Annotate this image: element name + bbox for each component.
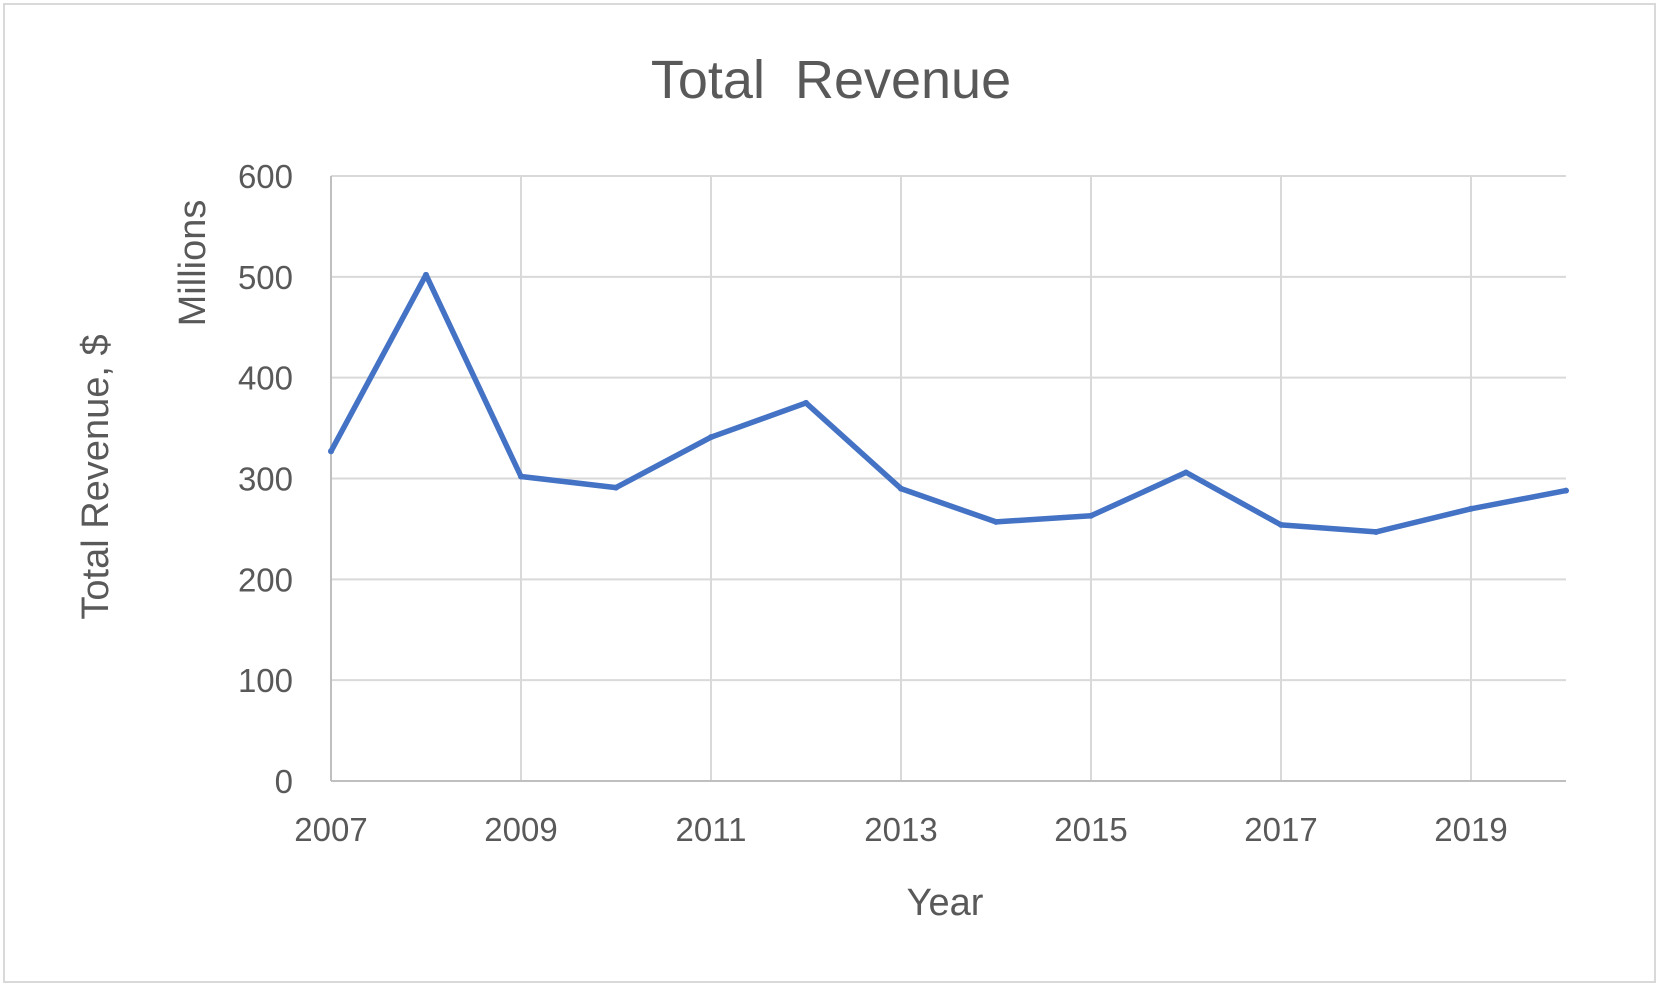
x-tick-label: 2017 — [1244, 811, 1317, 848]
chart-title: Total Revenue — [651, 50, 1011, 110]
x-tick-label: 2015 — [1054, 811, 1127, 848]
x-tick-labels: 2007 2009 2011 2013 2015 2017 2019 — [294, 811, 1507, 848]
data-point — [518, 473, 524, 480]
series — [328, 271, 1569, 535]
data-point — [803, 399, 809, 406]
data-point — [1088, 512, 1094, 519]
y-tick-labels: 0 100 200 300 400 500 600 — [238, 158, 293, 800]
y-tick-label: 100 — [238, 662, 293, 699]
x-tick-label: 2013 — [864, 811, 937, 848]
y-axis-unit-label: Millions — [172, 200, 214, 327]
y-tick-label: 0 — [275, 763, 293, 800]
y-axis-title: Total Revenue, $ — [75, 334, 117, 619]
y-tick-label: 600 — [238, 158, 293, 195]
y-tick-label: 500 — [238, 259, 293, 296]
series-line-revenue — [328, 272, 1569, 535]
data-point — [613, 484, 619, 491]
x-tick-label: 2009 — [484, 811, 557, 848]
data-point — [1278, 521, 1284, 528]
data-point — [993, 518, 999, 525]
gridlines — [331, 175, 1566, 781]
data-point — [1373, 528, 1379, 535]
x-axis-title: Year — [907, 882, 984, 924]
data-point — [708, 434, 714, 441]
y-tick-label: 400 — [238, 360, 293, 397]
y-tick-label: 200 — [238, 561, 293, 598]
x-tick-label: 2007 — [294, 811, 367, 848]
data-point — [1468, 505, 1474, 512]
data-point — [898, 485, 904, 492]
axes — [330, 176, 1566, 782]
x-tick-label: 2011 — [676, 811, 747, 848]
data-point — [1563, 487, 1569, 494]
data-point — [423, 271, 429, 278]
chart-frame: Total Revenue 0 100 200 300 400 500 600 2007 20… — [3, 3, 1656, 983]
data-point — [1183, 469, 1189, 476]
data-point — [328, 448, 334, 455]
y-tick-label: 300 — [238, 461, 293, 498]
x-tick-label: 2019 — [1434, 811, 1507, 848]
